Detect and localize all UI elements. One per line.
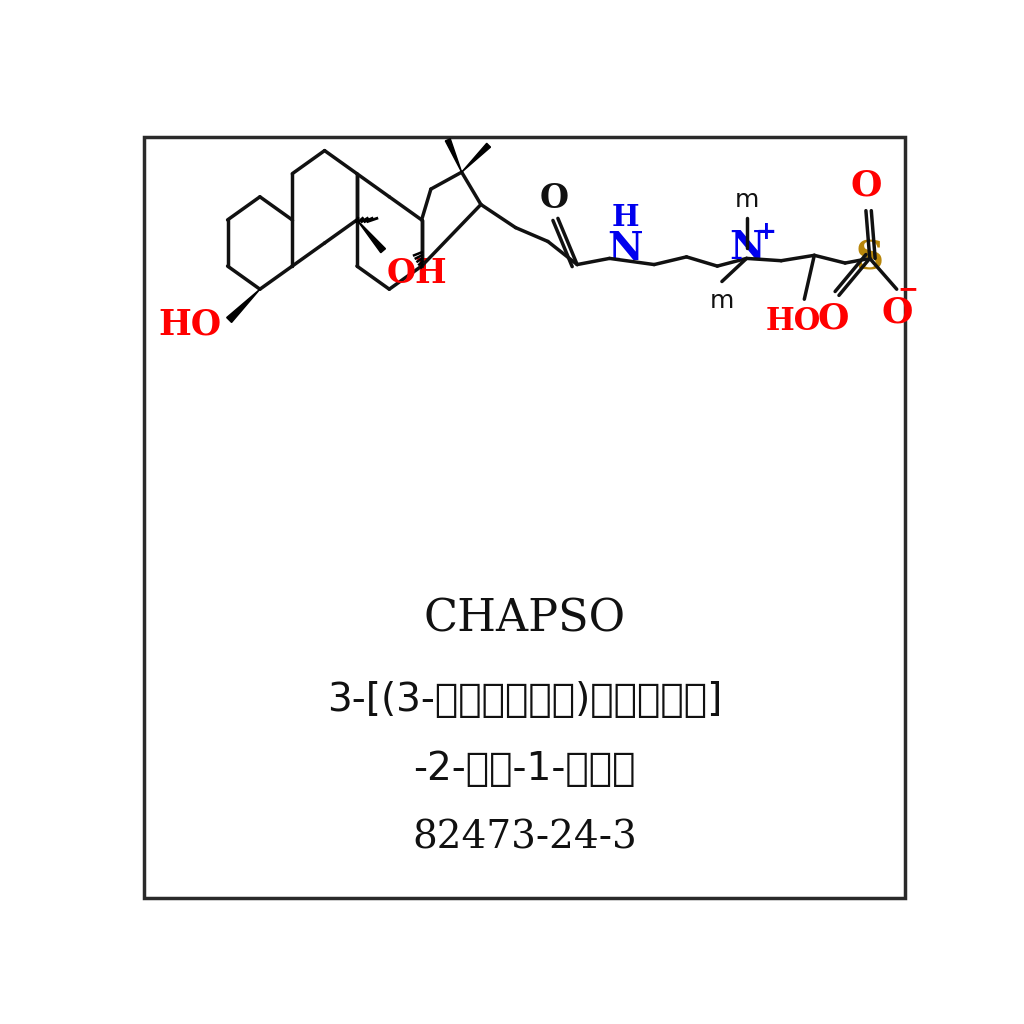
Text: CHAPSO: CHAPSO [424,597,626,640]
Text: 3-[(3-胆固醇氨丙基)二甲基氨基]: 3-[(3-胆固醇氨丙基)二甲基氨基] [327,681,723,719]
Polygon shape [462,143,490,172]
Text: S: S [856,240,884,278]
Text: O: O [540,181,568,214]
Text: O: O [850,169,882,203]
Text: HO: HO [159,307,221,342]
Text: H: H [611,203,639,232]
Text: N: N [607,230,643,268]
Polygon shape [445,139,462,172]
Text: HO: HO [765,306,820,337]
Text: OH: OH [387,257,447,290]
Text: O: O [817,301,849,336]
Text: m: m [734,188,759,212]
Text: m: m [710,289,734,313]
Text: N: N [729,228,764,266]
Text: 82473-24-3: 82473-24-3 [413,819,637,857]
Text: +: + [756,220,776,244]
Polygon shape [226,289,260,323]
Text: -2-羟基-1-丙磺酸: -2-羟基-1-丙磺酸 [414,750,636,787]
Text: O: O [881,295,912,330]
Text: −: − [898,278,919,301]
Polygon shape [357,220,385,253]
